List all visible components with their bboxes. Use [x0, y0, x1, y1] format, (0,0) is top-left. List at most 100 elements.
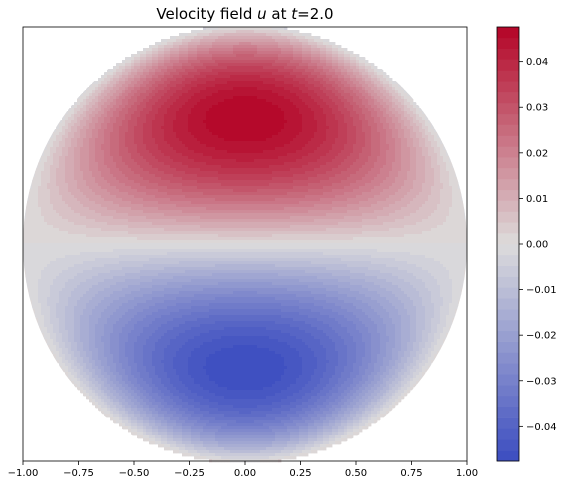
- field-cell: [434, 159, 438, 163]
- field-cell: [224, 162, 228, 166]
- field-cell: [242, 111, 246, 115]
- field-cell: [53, 147, 57, 151]
- field-cell: [350, 114, 354, 118]
- field-cell: [92, 102, 96, 106]
- field-cell: [299, 54, 303, 58]
- field-cell: [335, 135, 339, 139]
- field-cell: [431, 129, 435, 133]
- field-cell: [293, 93, 297, 97]
- field-cell: [185, 138, 189, 142]
- field-cell: [260, 147, 264, 151]
- field-cell: [371, 102, 375, 106]
- field-cell: [311, 138, 315, 142]
- field-cell: [338, 147, 342, 151]
- field-cell: [98, 129, 102, 133]
- field-cell: [89, 132, 93, 136]
- field-cell: [134, 153, 138, 157]
- field-cell: [143, 150, 147, 154]
- field-cell: [80, 96, 84, 100]
- field-cell: [152, 111, 156, 115]
- field-cell: [245, 126, 249, 130]
- field-cell: [305, 93, 309, 97]
- field-cell: [350, 90, 354, 94]
- field-cell: [446, 159, 450, 163]
- field-cell: [185, 33, 189, 37]
- field-cell: [89, 99, 93, 103]
- field-cell: [74, 153, 78, 157]
- field-cell: [341, 162, 345, 166]
- field-cell: [236, 123, 240, 127]
- field-cell: [185, 147, 189, 151]
- field-cell: [404, 165, 408, 169]
- field-cell: [362, 96, 366, 100]
- field-cell: [209, 30, 213, 34]
- field-cell: [164, 111, 168, 115]
- field-cell: [161, 90, 165, 94]
- field-cell: [173, 96, 177, 100]
- field-cell: [302, 147, 306, 151]
- field-cell: [341, 84, 345, 88]
- field-cell: [278, 60, 282, 64]
- field-cell: [242, 51, 246, 55]
- field-cell: [107, 81, 111, 85]
- field-cell: [110, 81, 114, 85]
- field-cell: [245, 102, 249, 106]
- field-cell: [113, 126, 117, 130]
- field-cell: [329, 120, 333, 124]
- field-cell: [158, 123, 162, 127]
- field-cell: [230, 153, 234, 157]
- field-cell: [122, 93, 126, 97]
- field-cell: [152, 105, 156, 109]
- field-cell: [104, 87, 108, 91]
- field-cell: [272, 39, 276, 43]
- field-cell: [269, 93, 273, 97]
- field-cell: [422, 120, 426, 124]
- field-cell: [194, 153, 198, 157]
- field-cell: [341, 132, 345, 136]
- field-cell: [197, 72, 201, 76]
- field-cell: [170, 81, 174, 85]
- field-cell: [419, 111, 423, 115]
- field-cell: [137, 72, 141, 76]
- field-cell: [215, 162, 219, 166]
- field-cell: [287, 75, 291, 79]
- field-cell: [368, 87, 372, 91]
- field-cell: [329, 114, 333, 118]
- field-cell: [224, 114, 228, 118]
- field-cell: [401, 135, 405, 139]
- field-cell: [140, 87, 144, 91]
- field-cell: [263, 90, 267, 94]
- field-cell: [350, 153, 354, 157]
- field-cell: [290, 45, 294, 49]
- field-cell: [176, 63, 180, 67]
- field-cell: [389, 141, 393, 145]
- field-cell: [203, 90, 207, 94]
- field-cell: [401, 165, 405, 169]
- field-cell: [341, 90, 345, 94]
- field-cell: [203, 114, 207, 118]
- field-cell: [287, 72, 291, 76]
- field-cell: [107, 132, 111, 136]
- field-cell: [77, 147, 81, 151]
- field-cell: [362, 162, 366, 166]
- field-cell: [362, 60, 366, 64]
- field-cell: [200, 162, 204, 166]
- field-cell: [230, 102, 234, 106]
- field-cell: [83, 165, 87, 169]
- field-cell: [242, 33, 246, 37]
- field-cell: [410, 108, 414, 112]
- field-cell: [326, 45, 330, 49]
- field-cell: [83, 135, 87, 139]
- field-cell: [407, 159, 411, 163]
- field-cell: [359, 60, 363, 64]
- field-cell: [323, 114, 327, 118]
- field-cell: [329, 99, 333, 103]
- field-cell: [353, 126, 357, 130]
- field-cell: [389, 111, 393, 115]
- field-cell: [239, 27, 243, 31]
- field-cell: [248, 69, 252, 73]
- field-cell: [266, 147, 270, 151]
- field-cell: [62, 156, 66, 160]
- field-cell: [419, 129, 423, 133]
- field-cell: [191, 81, 195, 85]
